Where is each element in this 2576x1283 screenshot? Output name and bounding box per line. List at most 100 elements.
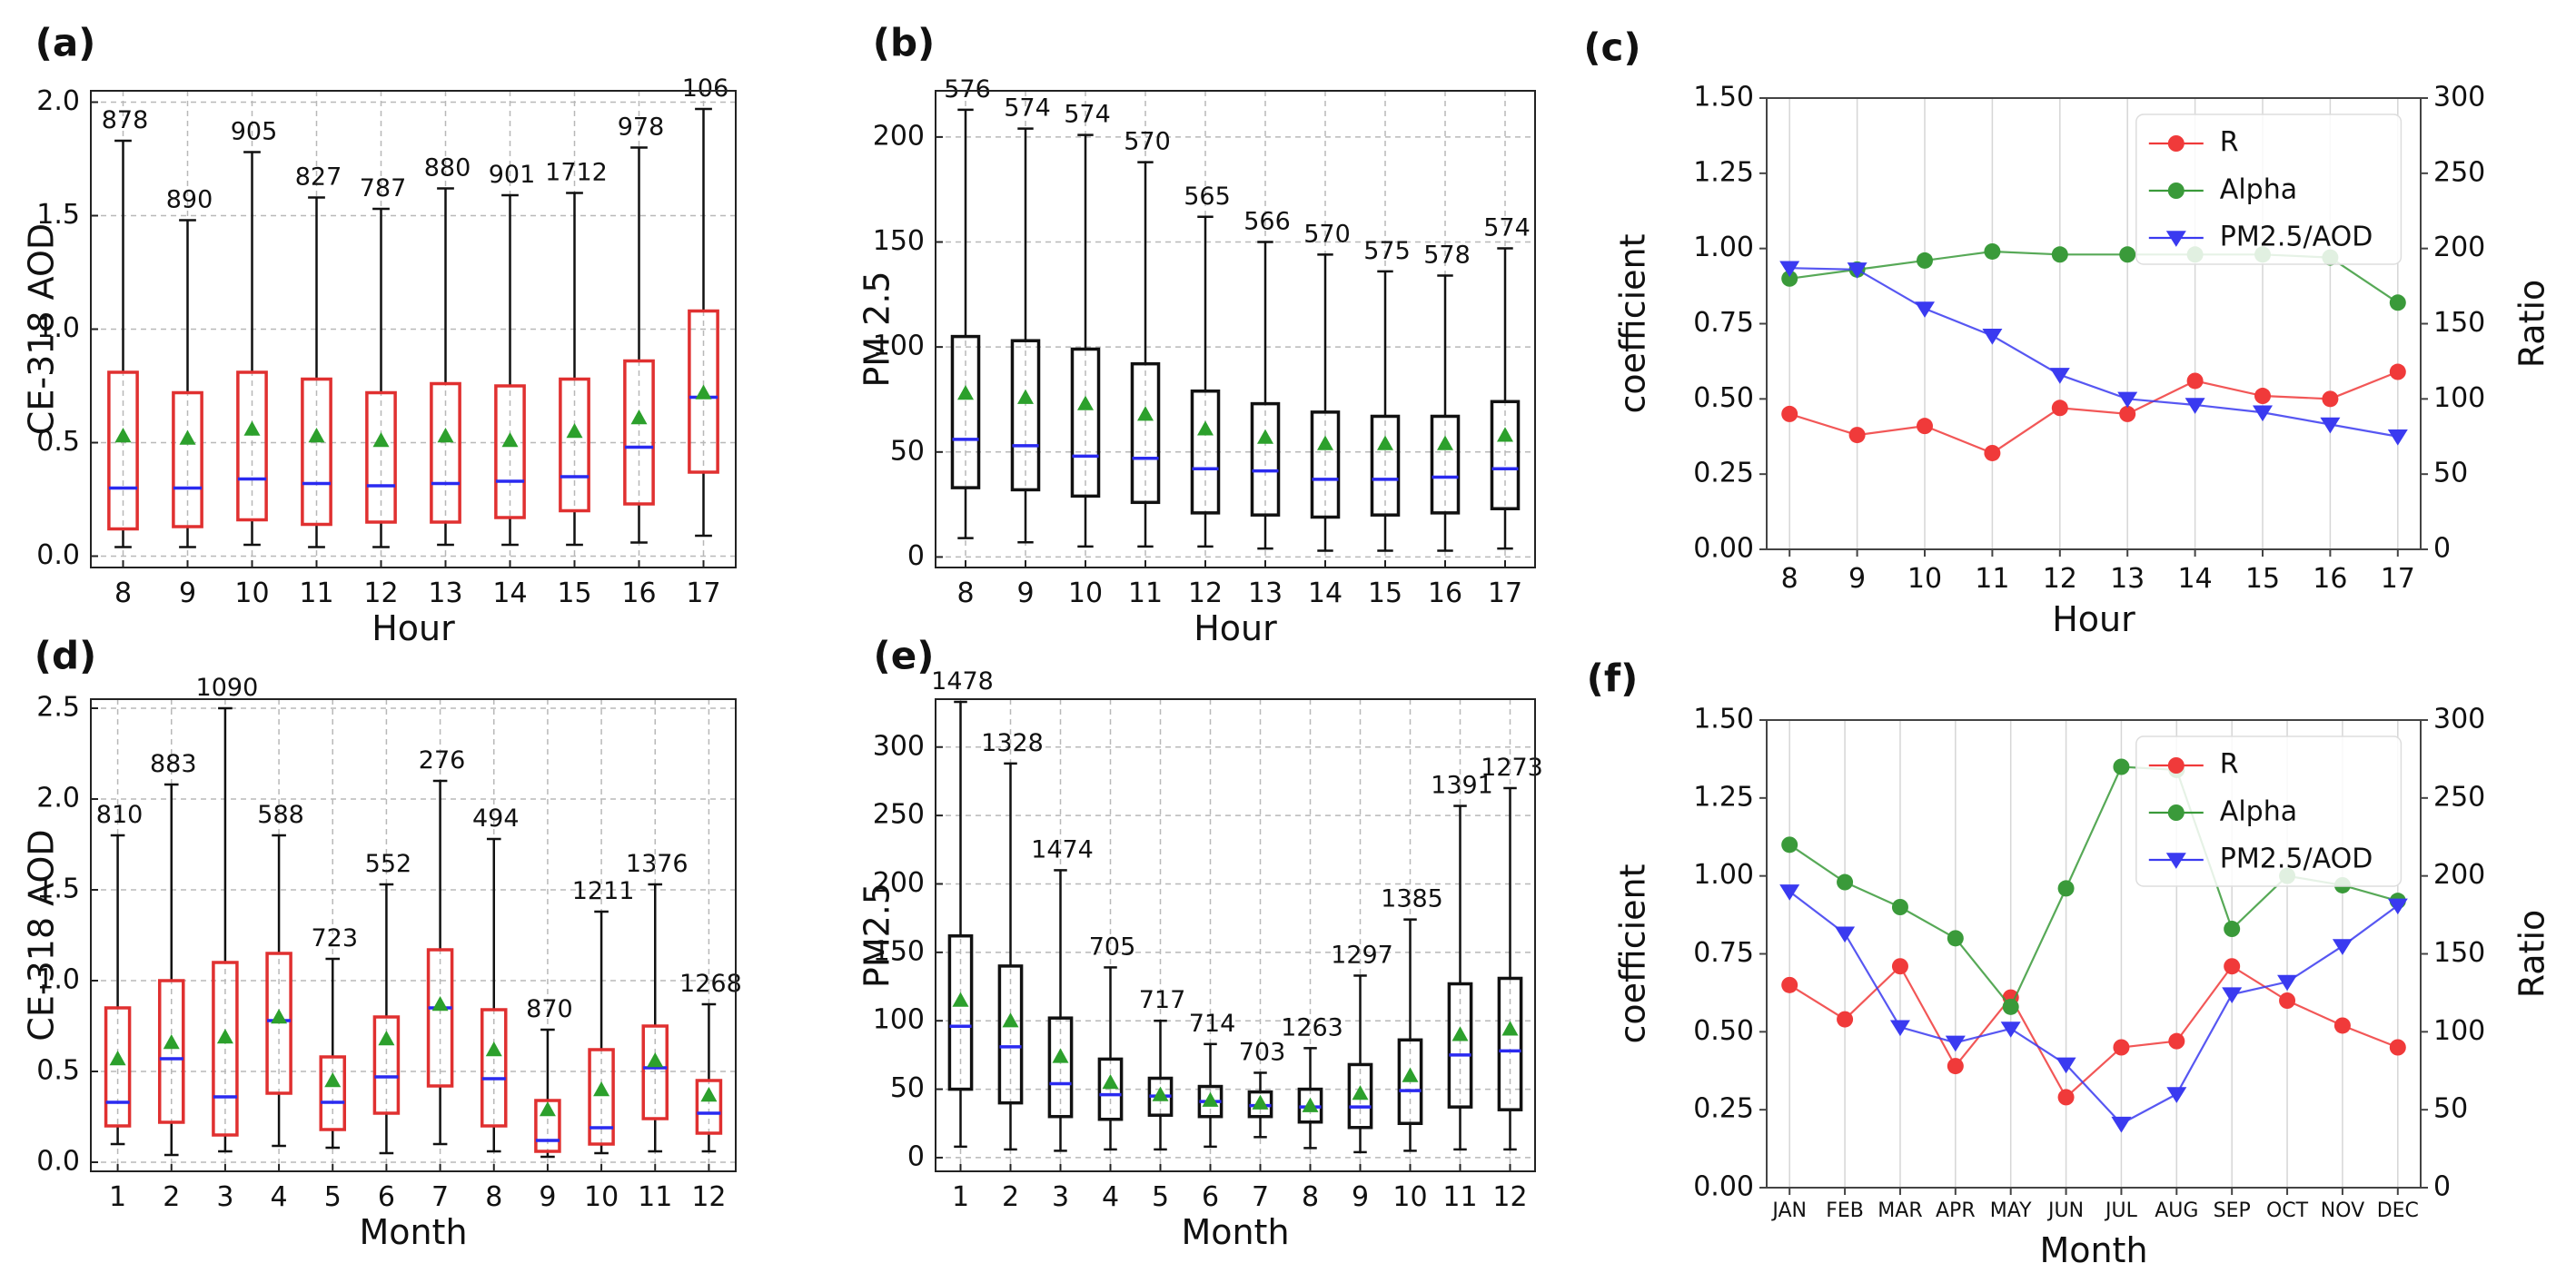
iqr-box (1347, 1062, 1373, 1130)
mean-marker (647, 1052, 664, 1068)
mean-marker (431, 996, 449, 1012)
box-8: 494 (472, 804, 520, 1153)
sample-count-label: 1478 (931, 667, 994, 696)
mean-marker (109, 1051, 126, 1066)
iqr-box (641, 1024, 669, 1120)
sample-count-label: 978 (618, 113, 665, 142)
y-tick-label: 0.75 (1693, 937, 1754, 969)
iqr-box (301, 377, 332, 527)
mean-marker (539, 1101, 556, 1117)
y-tick-label: 1.0 (36, 964, 80, 996)
data-point (2117, 391, 2138, 409)
box-12: 787 (360, 174, 406, 548)
legend: R Alpha PM2.5/AOD (2135, 113, 2403, 265)
iqr-box (1310, 410, 1341, 519)
data-point (1781, 836, 1798, 854)
data-point (1984, 444, 2001, 461)
x-tick-label: APR (1936, 1199, 1976, 1222)
x-axis-label: Month (359, 1212, 467, 1252)
mean-marker (1152, 1086, 1169, 1101)
data-point (2224, 921, 2241, 938)
legend-marker (2167, 757, 2185, 774)
y2-axis-label: Ratio (2512, 910, 2552, 999)
x-tick-label: 3 (1052, 1181, 1069, 1213)
y-tick-label: 1.25 (1693, 156, 1754, 188)
series-pm2-5-aod (1779, 884, 2408, 1133)
data-point (2387, 429, 2408, 446)
sample-count-label: 1263 (1281, 1013, 1343, 1041)
iqr-box (1447, 982, 1473, 1109)
iqr-box (365, 390, 397, 524)
axes-frame (935, 90, 1536, 568)
axes-frame (935, 698, 1536, 1172)
y-tick-label: 2.0 (36, 783, 80, 814)
sample-count-label: 1376 (626, 850, 689, 878)
y-axis-label: CE-318 AOD (22, 829, 62, 1041)
sample-count-label: 276 (419, 746, 466, 775)
box-10: 574 (1064, 101, 1111, 548)
box-4: 705 (1089, 933, 1135, 1151)
panel-label: (f) (1587, 656, 1639, 701)
mean-marker (179, 429, 196, 445)
iqr-box (107, 370, 139, 531)
iqr-box (1070, 347, 1101, 498)
y-tick-label: 200 (873, 867, 925, 899)
x-tick-label: 8 (114, 577, 132, 609)
data-point (1947, 1058, 1964, 1075)
y2-tick-label: 50 (2433, 1093, 2468, 1125)
box-12: 1273 (1481, 754, 1543, 1151)
sample-count-label: 905 (231, 118, 278, 146)
data-point (2168, 1032, 2185, 1050)
data-point (2057, 1089, 2075, 1106)
legend-label: PM2.5/AOD (2220, 222, 2373, 253)
sample-count-label: 1297 (1331, 941, 1393, 969)
x-tick-label: 12 (1188, 577, 1223, 609)
sample-count-label: 890 (166, 186, 213, 214)
iqr-box (319, 1055, 347, 1131)
x-tick-label: 10 (584, 1181, 619, 1213)
y-tick-label: 1.5 (36, 199, 80, 231)
x-tick-label: JAN (1770, 1199, 1807, 1222)
mean-marker (593, 1081, 610, 1097)
mean-marker (957, 385, 974, 400)
x-tick-label: 17 (1488, 577, 1522, 609)
sample-count-label: 578 (1423, 242, 1471, 270)
box-1: 810 (96, 801, 143, 1146)
y-tick-label: 0 (907, 540, 925, 572)
mean-marker (372, 432, 390, 448)
mean-marker (1317, 435, 1333, 450)
box-10: 1385 (1381, 885, 1443, 1152)
y-axis-label: PM 2.5 (857, 271, 897, 387)
box-13: 880 (424, 154, 471, 547)
x-tick-label: 9 (1352, 1181, 1369, 1213)
x-tick-label: 10 (1068, 577, 1103, 609)
x-tick-label: 16 (621, 577, 656, 609)
mean-marker (1501, 1021, 1519, 1036)
iqr-box (1097, 1057, 1124, 1121)
x-tick-label: SEP (2214, 1199, 2251, 1222)
iqr-box (950, 334, 981, 489)
box-10: 1211 (572, 877, 634, 1155)
iqr-box (372, 1015, 401, 1115)
sample-count-label: 1090 (196, 674, 259, 702)
legend-label: Alpha (2220, 174, 2297, 206)
x-tick-label: 9 (539, 1181, 556, 1213)
y-tick-label: 1.00 (1693, 232, 1754, 263)
mean-marker (485, 1041, 502, 1057)
iqr-box (623, 359, 655, 506)
x-tick-label: 7 (1252, 1181, 1269, 1213)
box-14: 901 (489, 161, 535, 547)
iqr-box (1430, 414, 1461, 515)
box-15: 1712 (545, 159, 608, 547)
data-point (1847, 262, 1868, 279)
data-point (1917, 252, 1933, 269)
mean-marker (1137, 406, 1154, 421)
mean-marker (1352, 1085, 1369, 1100)
iqr-box (997, 964, 1024, 1105)
panel-c: (c) 0.00 0.25 0.50 0.75 1.00 1.25 1.50 0 50 100 150… (1583, 25, 2551, 640)
x-tick-label: 13 (428, 577, 462, 609)
data-point (1781, 405, 1798, 422)
mean-marker (1002, 1012, 1019, 1028)
box-9: 574 (1004, 94, 1051, 544)
sample-count-label: 827 (295, 163, 342, 192)
